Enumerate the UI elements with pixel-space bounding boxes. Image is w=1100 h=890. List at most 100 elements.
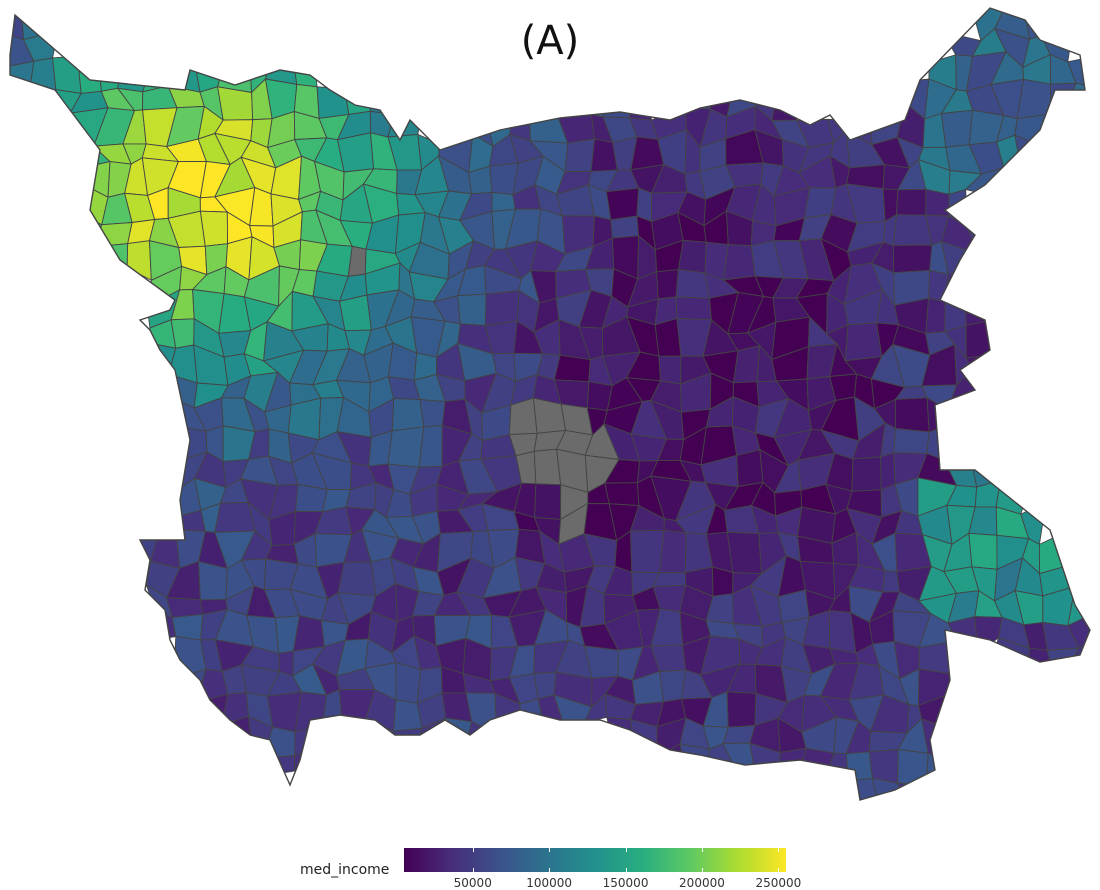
census-tract — [457, 293, 487, 326]
census-tract — [484, 290, 520, 327]
census-tract — [170, 318, 195, 349]
census-tract — [20, 8, 59, 41]
census-tract — [534, 483, 562, 520]
census-tract — [343, 80, 371, 115]
census-tract — [387, 426, 425, 468]
census-tract — [198, 560, 228, 601]
color-legend: med_income 50000 100000 150000 200000 250000 — [300, 840, 820, 890]
census-tract — [971, 368, 995, 406]
census-tract — [144, 516, 177, 535]
legend-tick-mark — [472, 868, 474, 872]
census-tract — [610, 215, 640, 239]
census-tract — [387, 102, 424, 138]
census-tract — [968, 532, 998, 570]
census-tract — [395, 662, 421, 704]
census-tract — [896, 188, 927, 216]
census-tract — [868, 749, 899, 784]
census-tract — [630, 529, 665, 574]
legend-tick-mark — [625, 868, 627, 872]
legend-gradient — [404, 848, 786, 872]
census-tract — [590, 80, 606, 118]
legend-tick-mark — [778, 848, 780, 852]
census-tract — [974, 616, 1003, 655]
census-tract — [844, 322, 883, 362]
census-tract — [391, 398, 425, 432]
census-tract — [173, 668, 207, 703]
census-tract — [533, 448, 562, 486]
census-tract — [1038, 530, 1073, 575]
census-tract — [294, 726, 323, 757]
census-tract — [971, 461, 1001, 488]
census-tract — [722, 244, 756, 281]
census-tract — [604, 482, 640, 507]
census-tract — [295, 483, 328, 513]
census-tract — [925, 188, 950, 217]
census-tract — [564, 138, 596, 173]
census-tract — [1049, 82, 1077, 115]
census-tract — [199, 210, 229, 247]
census-tract — [1014, 134, 1047, 173]
census-tract — [966, 208, 1007, 255]
census-tract — [925, 752, 954, 788]
census-tract — [389, 727, 423, 745]
census-tract — [287, 397, 322, 441]
census-tract — [712, 566, 734, 597]
census-tract — [150, 342, 177, 375]
census-tract — [928, 269, 949, 303]
census-tract — [92, 243, 129, 269]
census-tract — [675, 269, 711, 299]
census-tract — [676, 80, 712, 110]
census-tract — [605, 187, 640, 221]
census-tract — [52, 55, 82, 94]
census-tract — [656, 269, 679, 300]
region-boundary — [9, 7, 1091, 801]
legend-tick-mark — [549, 848, 551, 852]
census-tract — [675, 296, 712, 321]
census-tract — [771, 82, 798, 121]
census-tract — [736, 449, 764, 488]
census-tract — [965, 353, 1005, 379]
legend-tick-mark — [472, 848, 474, 852]
legend-tick-label: 150000 — [602, 876, 649, 890]
census-tract — [339, 294, 372, 332]
census-tract — [337, 132, 375, 173]
census-tract — [925, 297, 946, 335]
legend-tick-mark — [625, 848, 627, 852]
map-title: (A) — [520, 18, 580, 64]
choropleth-map — [9, 7, 1091, 801]
census-tract — [658, 355, 682, 385]
census-tract — [419, 399, 446, 428]
census-tract — [893, 428, 930, 455]
legend-tick-label: 250000 — [755, 876, 802, 890]
census-tract — [892, 244, 933, 274]
census-tract — [1016, 78, 1052, 120]
census-tract — [677, 239, 707, 274]
census-tract — [944, 269, 973, 303]
census-tract — [337, 561, 377, 597]
legend-tick-mark — [778, 868, 780, 872]
census-tract — [217, 86, 254, 121]
legend-tick-mark — [701, 848, 703, 852]
legend-tick-label: 100000 — [526, 876, 573, 890]
legend-tick-label: 50000 — [453, 876, 492, 890]
census-tract — [895, 397, 930, 433]
census-tract — [171, 613, 204, 641]
census-tract — [845, 751, 873, 782]
census-tract — [778, 747, 807, 779]
census-tract — [726, 531, 763, 575]
legend-tick-label: 200000 — [679, 876, 725, 890]
census-tract — [292, 54, 318, 88]
census-tract — [491, 191, 516, 212]
legend-tick-mark — [701, 868, 703, 872]
census-tract — [726, 691, 757, 728]
legend-colorbar — [404, 848, 786, 872]
census-tract — [369, 80, 395, 116]
census-tract — [851, 456, 882, 492]
legend-title: med_income — [300, 862, 390, 878]
census-tract — [880, 452, 896, 491]
census-tract — [553, 354, 591, 383]
census-tract — [658, 529, 687, 574]
census-tract — [76, 55, 102, 94]
census-tract — [629, 718, 658, 760]
census-tract — [947, 616, 979, 655]
